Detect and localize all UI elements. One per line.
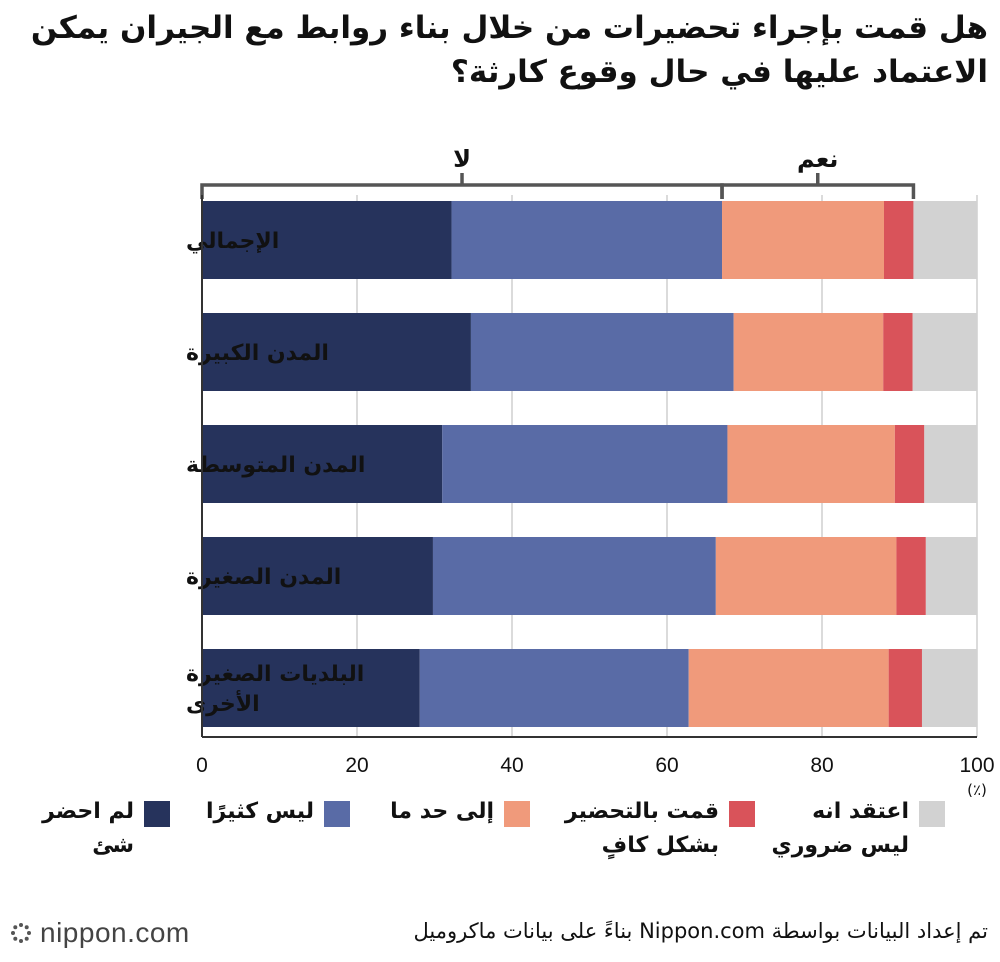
category-label: المدن المتوسطة — [186, 453, 365, 478]
bars — [202, 201, 977, 727]
legend-swatch — [919, 801, 945, 827]
bar-segment — [419, 649, 689, 727]
bar-segment — [733, 313, 884, 391]
nippon-logo-text: nippon.com — [40, 917, 190, 948]
bar-segment — [925, 537, 977, 615]
bar-segment — [727, 425, 895, 503]
category-label: المدن الصغيرة — [186, 565, 341, 590]
stacked-bar-chart: لا نعم الإجمالي المدن الكبيرة المدن المتوسط… — [186, 145, 995, 799]
legend-label-line: شئ — [92, 833, 134, 858]
bar-segment — [442, 425, 728, 503]
legend-label-line: قمت بالتحضير — [564, 799, 719, 824]
category-label: الإجمالي — [186, 229, 279, 254]
category-label-line: الإجمالي — [186, 229, 279, 254]
source-note: تم إعداد البيانات بواسطة Nippon.com بناء… — [413, 919, 988, 943]
x-axis: 0 20 40 60 80 100 (٪) — [196, 195, 995, 799]
bar-segment — [888, 649, 922, 727]
bar-segment — [912, 313, 977, 391]
legend-label-line: ليس كثيرًا — [206, 799, 314, 824]
bar-segment — [202, 537, 433, 615]
bar-segment — [202, 425, 443, 503]
legend-swatch — [144, 801, 170, 827]
bar-segment — [470, 313, 734, 391]
bar-segment — [432, 537, 716, 615]
x-tick-label: 0 — [196, 754, 208, 777]
x-tick-label: 60 — [655, 754, 678, 777]
legend-label: إلى حد ما — [390, 795, 494, 829]
legend-label-line: إلى حد ما — [390, 799, 494, 824]
chart-title: هل قمت بإجراء تحضيرات من خلال بناء روابط… — [28, 6, 988, 94]
category-label-line: المدن المتوسطة — [186, 453, 365, 478]
yes-bracket — [720, 183, 916, 199]
legend-item: قمت بالتحضير بشكل كافٍ — [565, 795, 755, 863]
legend-label: قمت بالتحضير بشكل كافٍ — [565, 795, 719, 863]
bar-segment — [688, 649, 889, 727]
bar-segment — [722, 201, 884, 279]
chart-title-line-1: هل قمت بإجراء تحضيرات من خلال بناء روابط… — [30, 10, 988, 46]
bar-segment — [202, 313, 471, 391]
legend-label-line: ليس ضروري — [771, 833, 909, 858]
yes-bracket-label: نعم — [797, 145, 838, 173]
no-bracket-label: لا — [453, 145, 471, 173]
legend-label: اعتقد انه ليس ضروري — [772, 795, 909, 863]
unit-label: (٪) — [967, 781, 987, 799]
x-tick-label: 100 — [959, 754, 994, 777]
legend-label: لم احضر شئ — [42, 795, 134, 863]
category-labels: الإجمالي المدن الكبيرة المدن المتوسطة المدن… — [186, 229, 365, 717]
category-label: المدن الكبيرة — [186, 341, 329, 366]
legend-label: ليس كثيرًا — [206, 795, 314, 829]
bar-segment — [913, 201, 977, 279]
category-label-line: المدن الصغيرة — [186, 565, 341, 590]
bar-segment — [894, 425, 925, 503]
legend: لم احضر شئ ليس كثيرًا إلى حد ما قمت بالتحضير… — [0, 795, 1000, 885]
bar-segment — [715, 537, 897, 615]
bar-segment — [924, 425, 977, 503]
nippon-logo: nippon.com — [10, 917, 190, 949]
category-label-line: المدن الكبيرة — [186, 341, 329, 366]
chart-title-line-2: الاعتماد عليها في حال وقوع كارثة؟ — [450, 54, 988, 90]
bar-segment — [921, 649, 977, 727]
answer-brackets: لا نعم — [200, 145, 916, 199]
category-label-line: الأخرى — [186, 689, 260, 717]
x-tick-label: 20 — [345, 754, 368, 777]
bar-segment — [202, 649, 420, 727]
legend-item: اعتقد انه ليس ضروري — [772, 795, 945, 863]
bar-segment — [896, 537, 926, 615]
legend-item: ليس كثيرًا — [206, 795, 350, 829]
no-bracket — [200, 183, 724, 199]
category-label: البلديات الصغيرة الأخرى — [186, 662, 364, 717]
footer: nippon.com تم إعداد البيانات بواسطة Nipp… — [0, 915, 1000, 955]
legend-swatch — [324, 801, 350, 827]
legend-item: إلى حد ما — [390, 795, 530, 829]
bar-segment — [202, 201, 452, 279]
bar-segment — [884, 201, 914, 279]
legend-item: لم احضر شئ — [42, 795, 170, 863]
legend-swatch — [504, 801, 530, 827]
nippon-logo-icon — [11, 923, 31, 943]
bar-segment — [451, 201, 723, 279]
bar-segment — [883, 313, 913, 391]
legend-label-line: اعتقد انه — [812, 799, 909, 824]
legend-swatch — [729, 801, 755, 827]
x-tick-label: 80 — [810, 754, 833, 777]
x-tick-label: 40 — [500, 754, 523, 777]
legend-label-line: بشكل كافٍ — [601, 833, 719, 858]
legend-label-line: لم احضر — [42, 799, 134, 824]
category-label-line: البلديات الصغيرة — [186, 662, 364, 687]
